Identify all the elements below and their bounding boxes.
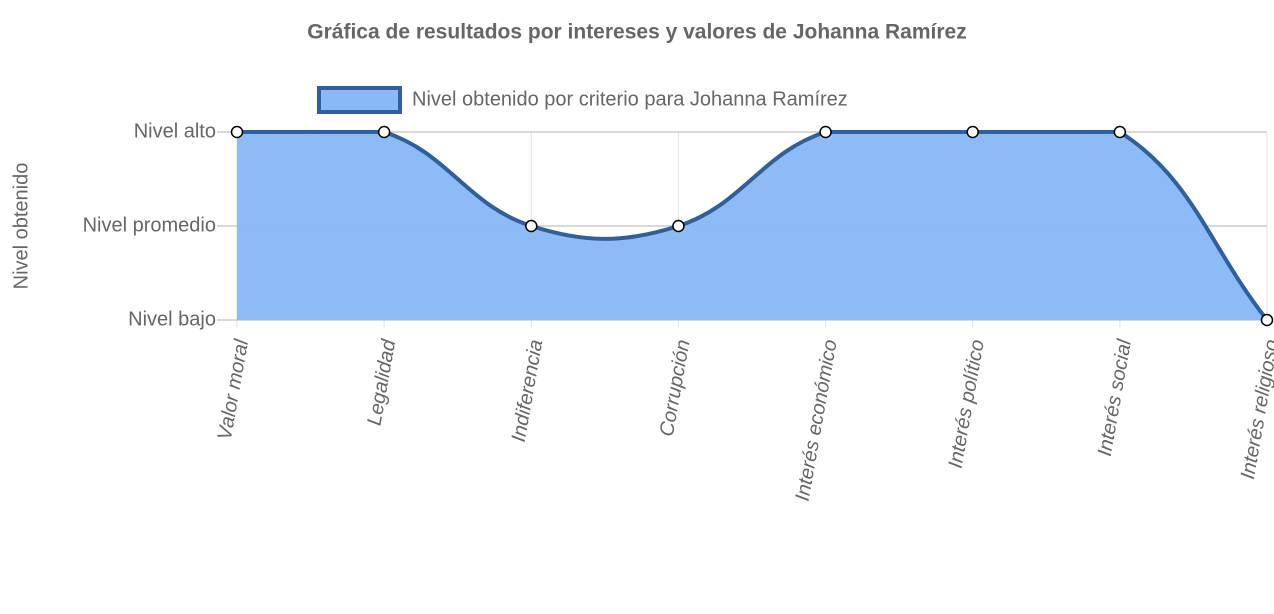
x-tick-label: Interés religioso <box>1237 338 1274 481</box>
point <box>672 219 685 233</box>
y-tick-label: Nivel bajo <box>128 308 216 330</box>
x-tick-label: Valor moral <box>214 337 253 441</box>
legend-label: Nivel obtenido por criterio para Johanna… <box>412 88 848 110</box>
point <box>819 125 832 139</box>
point <box>230 125 244 139</box>
x-tick-label: Interés económico <box>792 338 842 503</box>
x-tick-label: Legalidad <box>364 337 401 427</box>
point <box>377 125 391 139</box>
point <box>1113 125 1127 139</box>
y-tick-label: Nivel alto <box>134 120 216 142</box>
point <box>525 219 538 233</box>
legend-swatch <box>317 86 402 114</box>
y-axis-title: Nivel obtenido <box>10 163 32 290</box>
x-tick-label: Corrupción <box>656 338 695 438</box>
chart-title: Gráfica de resultados por intereses y va… <box>307 21 966 44</box>
point <box>966 125 979 139</box>
area <box>237 132 1267 320</box>
point <box>1260 313 1274 327</box>
x-tick-label: Indiferencia <box>508 338 548 444</box>
y-tick-label: Nivel promedio <box>83 214 216 236</box>
x-tick-label: Interés político <box>945 338 989 470</box>
x-tick-label: Interés social <box>1094 337 1136 457</box>
